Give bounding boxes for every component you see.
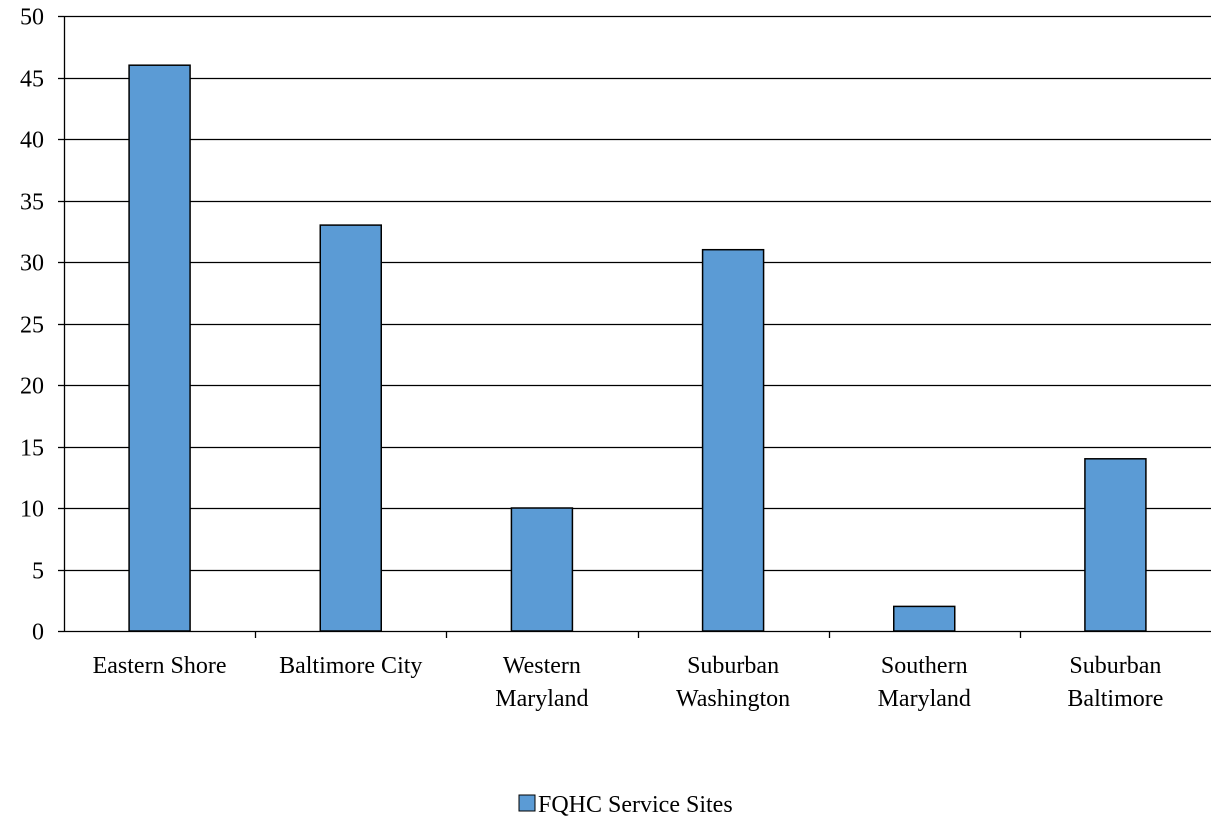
bar [893,605,956,632]
y-tick-label: 30 [20,251,44,277]
x-category-label: Suburban Washington [676,653,790,712]
y-tick-labels: 0 5 10 15 20 25 30 35 40 45 50 [20,5,44,646]
axes [58,15,1211,638]
x-category-label: Western Maryland [495,653,588,712]
bar [510,507,574,632]
y-tick-label: 50 [20,5,44,31]
x-category-labels: Eastern Shore Baltimore City Western Maryla… [93,653,1164,712]
y-tick-label: 45 [20,67,44,93]
y-tick-label: 35 [20,190,44,216]
y-tick-label: 20 [20,374,44,400]
y-tick-label: 15 [20,436,44,462]
y-tick-label: 5 [32,559,44,585]
x-category-label: Eastern Shore [93,653,227,679]
x-category-label: Suburban Baltimore [1067,653,1163,712]
x-category-label: Southern Maryland [878,653,971,712]
x-category-label: Baltimore City [279,653,422,679]
gridlines [64,15,1211,572]
bar [319,224,382,632]
y-tick-label: 10 [20,497,44,523]
bar [128,64,191,632]
bar [1084,458,1147,632]
y-tick-label: 25 [20,313,44,339]
legend-swatch [518,794,536,812]
y-tick-label: 40 [20,128,44,154]
bar [701,248,765,632]
y-tick-label: 0 [32,620,44,646]
bars [128,64,1147,632]
legend-label: FQHC Service Sites [538,792,733,817]
legend: FQHC Service Sites [518,792,733,818]
